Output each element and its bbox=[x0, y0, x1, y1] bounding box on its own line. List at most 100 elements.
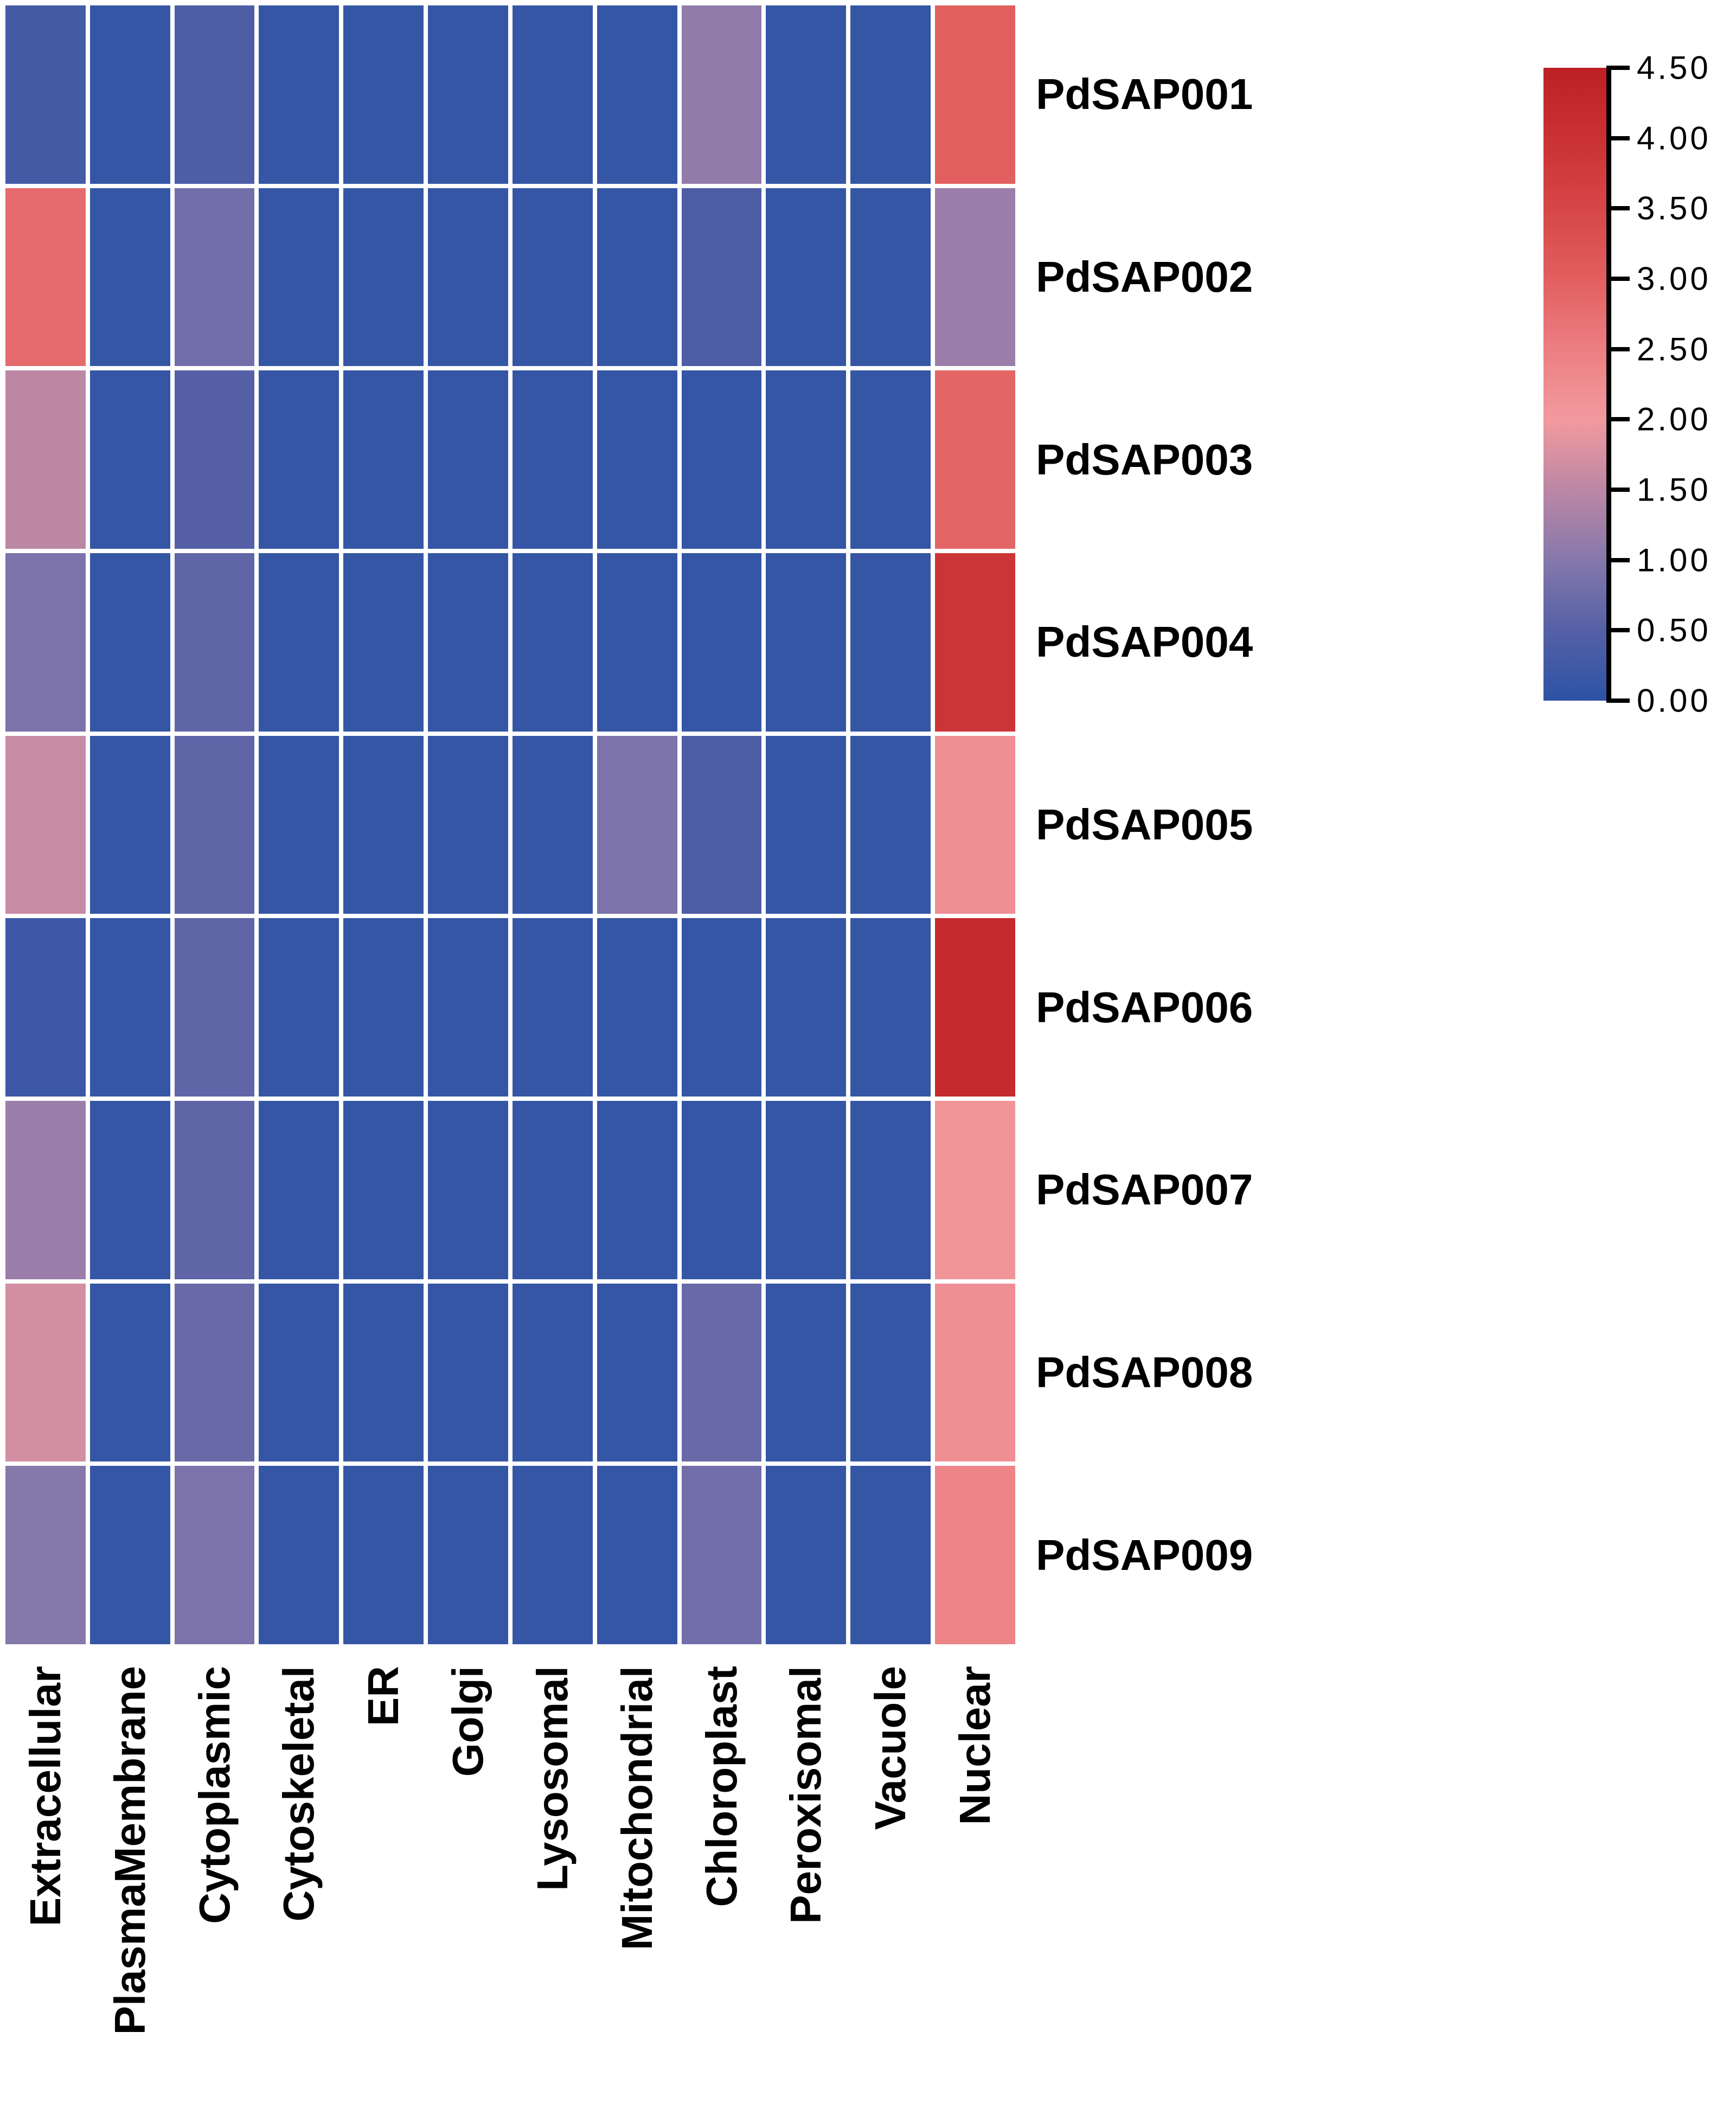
heatmap-cell bbox=[174, 5, 255, 184]
heatmap-cell bbox=[850, 1100, 931, 1279]
heatmap-cell bbox=[5, 735, 86, 914]
heatmap-cell bbox=[766, 5, 847, 184]
heatmap-cell bbox=[850, 5, 931, 184]
heatmap-cell bbox=[174, 918, 255, 1097]
heatmap-cell bbox=[597, 5, 677, 184]
heatmap-cell bbox=[174, 1466, 255, 1644]
heatmap-cell bbox=[428, 1283, 508, 1462]
row-label: PdSAP006 bbox=[1036, 983, 1253, 1031]
heatmap-cell bbox=[512, 5, 593, 184]
colorbar-tick-label: 4.00 bbox=[1637, 120, 1711, 157]
heatmap-cell bbox=[681, 1466, 762, 1644]
heatmap-cell bbox=[935, 1283, 1015, 1462]
colorbar-tick-mark bbox=[1611, 417, 1630, 422]
heatmap-cell bbox=[5, 1100, 86, 1279]
heatmap-cell bbox=[428, 1100, 508, 1279]
colorbar-tick-label: 0.50 bbox=[1637, 612, 1711, 649]
heatmap-cell bbox=[597, 1466, 677, 1644]
heatmap-cell bbox=[850, 918, 931, 1097]
heatmap-cell bbox=[512, 735, 593, 914]
heatmap-cell bbox=[428, 188, 508, 367]
row-label: PdSAP004 bbox=[1036, 618, 1253, 666]
heatmap-cell bbox=[766, 1466, 847, 1644]
heatmap-cell bbox=[89, 553, 170, 732]
heatmap-cell bbox=[428, 5, 508, 184]
heatmap-cell bbox=[935, 188, 1015, 367]
heatmap-cell bbox=[89, 735, 170, 914]
colorbar-tick-mark bbox=[1611, 557, 1630, 562]
heatmap-cell bbox=[343, 370, 424, 549]
column-label: Cytoskeletal bbox=[274, 1666, 323, 1922]
heatmap-cell bbox=[343, 5, 424, 184]
colorbar-gradient bbox=[1543, 68, 1610, 701]
heatmap-cell bbox=[259, 1100, 339, 1279]
heatmap-cell bbox=[512, 188, 593, 367]
heatmap-cell bbox=[681, 5, 762, 184]
heatmap-cell bbox=[174, 188, 255, 367]
heatmap-cell bbox=[259, 735, 339, 914]
heatmap-cell bbox=[850, 735, 931, 914]
heatmap-cell bbox=[681, 370, 762, 549]
heatmap-cell bbox=[5, 188, 86, 367]
heatmap-cell bbox=[850, 553, 931, 732]
heatmap-cell bbox=[174, 1283, 255, 1462]
colorbar-tick-label: 2.50 bbox=[1637, 331, 1711, 368]
heatmap-cell bbox=[428, 1466, 508, 1644]
colorbar-tick-label: 2.00 bbox=[1637, 401, 1711, 438]
heatmap-cell bbox=[259, 918, 339, 1097]
heatmap-cell bbox=[850, 370, 931, 549]
colorbar-tick-label: 4.50 bbox=[1637, 49, 1711, 86]
heatmap-cell bbox=[259, 188, 339, 367]
heatmap-cell bbox=[597, 188, 677, 367]
heatmap-cell bbox=[766, 735, 847, 914]
heatmap-cell bbox=[259, 1466, 339, 1644]
heatmap-cell bbox=[5, 5, 86, 184]
heatmap-cell bbox=[174, 735, 255, 914]
heatmap-cell bbox=[850, 188, 931, 367]
heatmap-cell bbox=[428, 370, 508, 549]
heatmap-cell bbox=[597, 918, 677, 1097]
heatmap-cell bbox=[428, 918, 508, 1097]
colorbar-tick-mark bbox=[1611, 347, 1630, 351]
heatmap-cell bbox=[512, 1100, 593, 1279]
heatmap-cell bbox=[681, 1283, 762, 1462]
heatmap-cell bbox=[343, 1283, 424, 1462]
column-label: PlasmaMembrane bbox=[105, 1666, 154, 2035]
heatmap-cell bbox=[597, 553, 677, 732]
heatmap-cell bbox=[850, 1283, 931, 1462]
colorbar-tick-mark bbox=[1611, 206, 1630, 211]
heatmap-cell bbox=[428, 553, 508, 732]
column-label: Vacuole bbox=[866, 1666, 915, 1830]
heatmap-cell bbox=[935, 735, 1015, 914]
heatmap-cell bbox=[343, 1466, 424, 1644]
heatmap-cell bbox=[766, 918, 847, 1097]
row-label: PdSAP002 bbox=[1036, 253, 1253, 301]
row-label: PdSAP009 bbox=[1036, 1530, 1253, 1579]
heatmap-cell bbox=[512, 1283, 593, 1462]
row-label: PdSAP007 bbox=[1036, 1165, 1253, 1214]
colorbar-tick-label: 3.50 bbox=[1637, 190, 1711, 227]
colorbar-tick-label: 3.00 bbox=[1637, 260, 1711, 297]
heatmap-cell bbox=[597, 1100, 677, 1279]
colorbar-tick-mark bbox=[1611, 628, 1630, 633]
heatmap-cell bbox=[343, 918, 424, 1097]
heatmap-cell bbox=[850, 1466, 931, 1644]
row-label: PdSAP003 bbox=[1036, 435, 1253, 484]
heatmap-cell bbox=[766, 188, 847, 367]
heatmap-cell bbox=[5, 370, 86, 549]
heatmap-cell bbox=[935, 1466, 1015, 1644]
heatmap-cell bbox=[5, 1283, 86, 1462]
heatmap-cell bbox=[766, 553, 847, 732]
heatmap-cell bbox=[259, 5, 339, 184]
column-label: ER bbox=[359, 1666, 408, 1727]
heatmap-cell bbox=[259, 370, 339, 549]
heatmap-cell bbox=[512, 1466, 593, 1644]
heatmap-cell bbox=[681, 918, 762, 1097]
heatmap-cell bbox=[766, 1100, 847, 1279]
heatmap-cell bbox=[935, 5, 1015, 184]
heatmap-cell bbox=[89, 188, 170, 367]
heatmap-cell bbox=[343, 188, 424, 367]
column-label: Cytoplasmic bbox=[190, 1666, 239, 1924]
heatmap-cell bbox=[681, 553, 762, 732]
